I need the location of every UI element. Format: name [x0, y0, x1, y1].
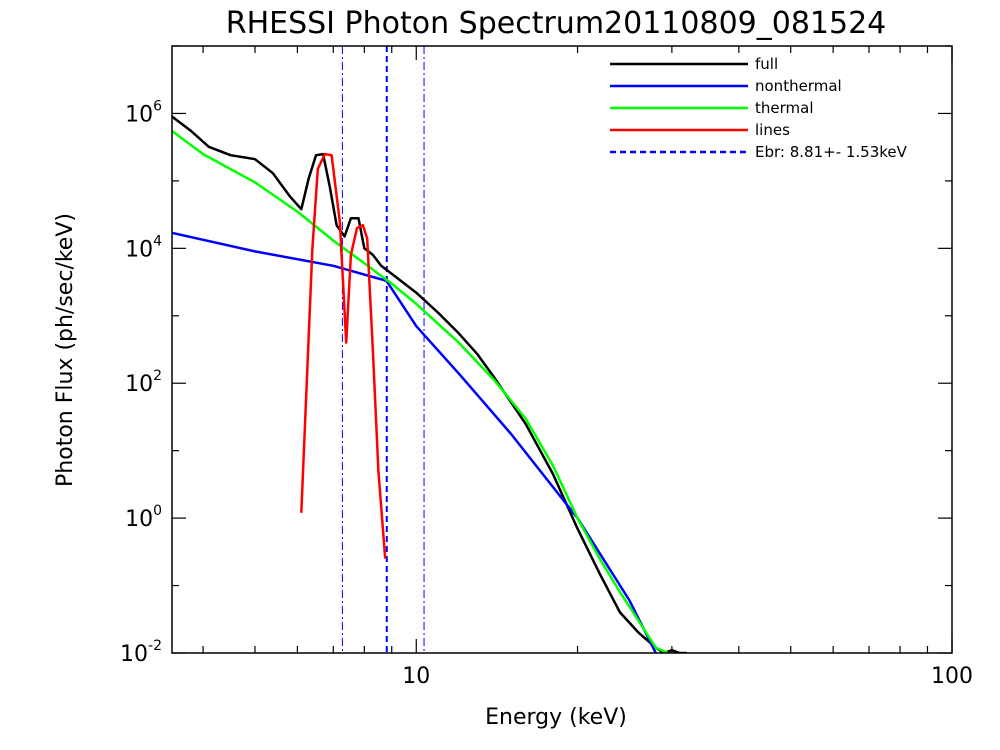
legend-label-2: nonthermal	[755, 77, 842, 95]
y-tick-label: 100	[125, 503, 162, 532]
plot-frame	[171, 45, 953, 654]
legend: full nonthermal thermal lines Ebr: 8.81+- 1.…	[610, 55, 908, 161]
series-nonthermal	[172, 231, 657, 653]
y-tick-label: 106	[125, 98, 162, 127]
series-lines	[300, 152, 387, 559]
y-axis-label: Photon Flux (ph/sec/keV)	[53, 213, 78, 487]
legend-label-3: thermal	[755, 99, 814, 117]
y-tick-label: 102	[125, 368, 162, 397]
x-tick-label: 10	[402, 664, 430, 689]
x-axis-label: Energy (keV)	[485, 705, 627, 730]
legend-label-4: lines	[755, 121, 790, 139]
y-tick-label: 10-2	[120, 638, 162, 667]
plot-area	[172, 46, 687, 653]
legend-label-5: Ebr: 8.81+- 1.53keV	[755, 143, 908, 161]
series-thermal	[172, 129, 669, 653]
y-axis: 10-2 100 102 104 106	[120, 45, 952, 667]
legend-label-1: full	[755, 55, 778, 73]
y-tick-label: 104	[125, 233, 162, 262]
chart-title: RHESSI Photon Spectrum20110809_081524	[226, 6, 887, 41]
series-full	[172, 115, 687, 653]
x-tick-label: 100	[931, 664, 973, 689]
x-axis: 10 100	[202, 46, 973, 689]
